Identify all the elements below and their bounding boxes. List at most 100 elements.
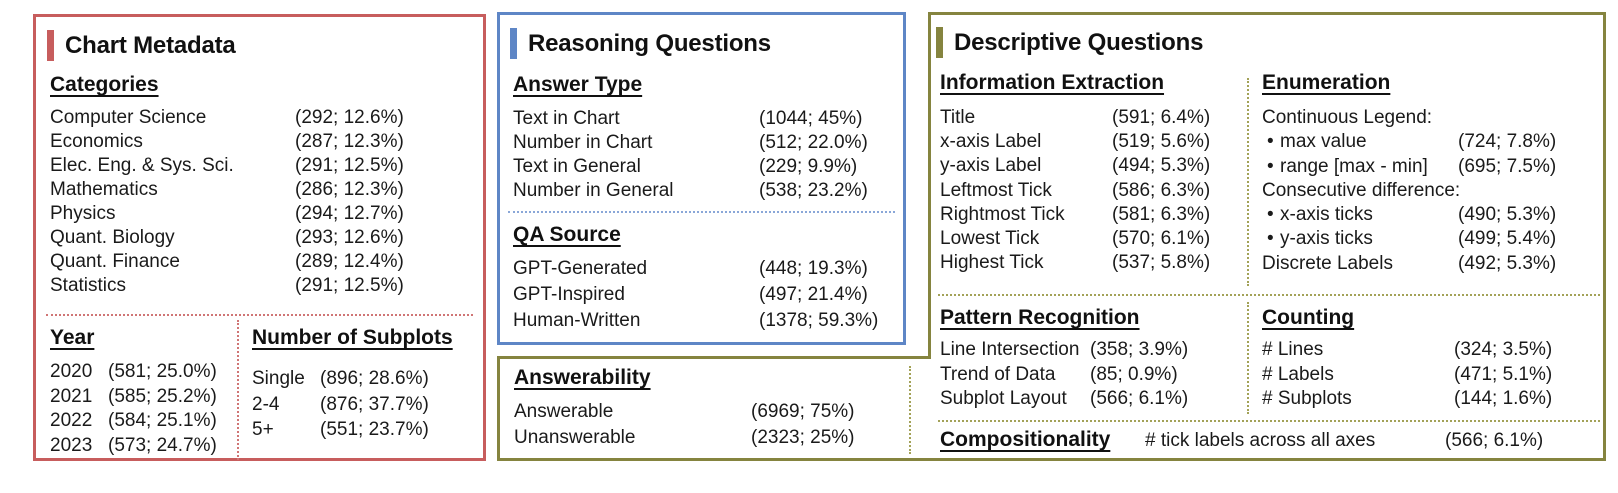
row-value: (586; 6.3%) (1112, 179, 1211, 201)
table-row: y-axis ticks(499; 5.4%) (1262, 227, 1606, 252)
table-row: 2022 (584; 25.1%) (50, 409, 232, 434)
table-row: Text in General (229; 9.9%) (513, 155, 891, 179)
row-value: (286; 12.3%) (295, 179, 404, 200)
row-label: 2-4 (252, 393, 280, 415)
descriptive-title-row: Descriptive Questions (936, 27, 1203, 58)
horizontal-divider (508, 211, 895, 213)
year-table: 2020 (581; 25.0%) 2021 (585; 25.2%) 2022 (5… (50, 360, 232, 458)
vertical-divider (1247, 302, 1249, 414)
table-row: 5+ (551; 23.7%) (252, 417, 477, 443)
table-row: # Lines (324; 3.5%) (1262, 338, 1606, 363)
table-row: Text in Chart (1044; 45%) (513, 107, 891, 131)
row-value: (229; 9.9%) (759, 156, 858, 177)
row-label: Computer Science (50, 107, 207, 128)
panel-title: Reasoning Questions (528, 29, 771, 57)
row-value: (144; 1.6%) (1454, 388, 1553, 409)
section-header-answer-type: Answer Type (513, 73, 643, 96)
row-value: (324; 3.5%) (1454, 339, 1553, 360)
horizontal-divider (46, 314, 473, 316)
pattern-recognition-table: Line Intersection (358; 3.9%) Trend of Da… (940, 338, 1240, 412)
table-row: Leftmost Tick (586; 6.3%) (940, 179, 1235, 203)
row-value: (293; 12.6%) (295, 227, 404, 248)
table-row: Line Intersection (358; 3.9%) (940, 338, 1240, 363)
vertical-divider (1247, 78, 1249, 286)
row-value: (294; 12.7%) (295, 203, 404, 224)
section-header-information-extraction: Information Extraction (940, 71, 1165, 94)
row-label: y-axis ticks (1262, 227, 1458, 252)
row-value: (85; 0.9%) (1090, 363, 1178, 385)
row-value: (291; 12.5%) (295, 155, 404, 176)
table-row: GPT-Generated (448; 19.3%) (513, 256, 891, 282)
row-label: Physics (50, 203, 116, 224)
chart-metadata-panel: Chart Metadata Categories Computer Scien… (33, 14, 486, 461)
row-value: (591; 6.4%) (1112, 107, 1211, 128)
categories-table: Computer Science (292; 12.6%) Economics (2… (50, 106, 475, 298)
row-value: (292; 12.6%) (295, 107, 404, 128)
table-row: Highest Tick (537; 5.8%) (940, 251, 1235, 275)
row-label: Number in General (513, 180, 674, 201)
row-label: Unanswerable (514, 427, 636, 448)
table-row: Number in General (538; 23.2%) (513, 179, 891, 203)
row-value: (471; 5.1%) (1454, 363, 1553, 385)
row-value: (499; 5.4%) (1458, 228, 1557, 250)
row-value: (551; 23.7%) (320, 419, 429, 440)
blue-accent-bar-icon (510, 28, 517, 59)
table-row: Statistics (291; 12.5%) (50, 274, 475, 298)
table-row: Rightmost Tick (581; 6.3%) (940, 203, 1235, 227)
row-value: (570; 6.1%) (1112, 228, 1211, 250)
table-row: Subplot Layout (566; 6.1%) (940, 387, 1240, 412)
table-row: GPT-Inspired (497; 21.4%) (513, 282, 891, 308)
row-label: Lowest Tick (940, 228, 1040, 250)
table-row: x-axis ticks(490; 5.3%) (1262, 203, 1606, 228)
table-row: Elec. Eng. & Sys. Sci. (291; 12.5%) (50, 154, 475, 178)
table-row: Economics (287; 12.3%) (50, 130, 475, 154)
panel-title: Chart Metadata (65, 31, 236, 59)
row-label: 2023 (50, 434, 93, 456)
table-row: Number in Chart (512; 22.0%) (513, 131, 891, 155)
row-label: Quant. Biology (50, 227, 175, 248)
row-label: x-axis ticks (1262, 203, 1458, 228)
table-row: 2020 (581; 25.0%) (50, 360, 232, 385)
section-header-year: Year (50, 326, 95, 349)
counting-table: # Lines (324; 3.5%) # Labels (471; 5.1%) #… (1262, 338, 1606, 412)
row-value: (1378; 59.3%) (759, 310, 879, 331)
row-value: (695; 7.5%) (1458, 155, 1557, 177)
row-label: 2021 (50, 385, 93, 407)
row-value: (519; 5.6%) (1112, 131, 1211, 153)
section-header-subplots: Number of Subplots (252, 326, 453, 349)
table-row: 2-4 (876; 37.7%) (252, 392, 477, 418)
row-label: Economics (50, 131, 143, 152)
table-row: Discrete Labels (492; 5.3%) (1262, 252, 1606, 276)
row-value: (537; 5.8%) (1112, 252, 1211, 274)
row-label: GPT-Generated (513, 258, 648, 279)
row-label: Highest Tick (940, 252, 1044, 274)
row-value: (448; 19.3%) (759, 258, 868, 279)
row-value: (6969; 75%) (751, 401, 855, 422)
row-value: (896; 28.6%) (320, 368, 429, 389)
table-row: x-axis Label (519; 5.6%) (940, 130, 1235, 154)
row-value: (566; 6.1%) (1090, 388, 1189, 409)
row-value: (581; 25.0%) (108, 361, 217, 382)
table-row: # Labels (471; 5.1%) (1262, 363, 1606, 388)
section-header-qa-source: QA Source (513, 223, 621, 246)
row-label: Rightmost Tick (940, 203, 1065, 225)
qa-source-table: GPT-Generated (448; 19.3%) GPT-Inspired (4… (513, 256, 891, 334)
table-row: Trend of Data (85; 0.9%) (940, 363, 1240, 388)
row-label: # Labels (1262, 363, 1334, 385)
row-value: (492; 5.3%) (1458, 252, 1557, 274)
table-row: Answerable (6969; 75%) (514, 399, 898, 425)
row-label: Subplot Layout (940, 388, 1067, 409)
table-row: Computer Science (292; 12.6%) (50, 106, 475, 130)
table-row: Human-Written (1378; 59.3%) (513, 308, 891, 334)
row-label: Title (940, 107, 976, 128)
red-accent-bar-icon (47, 30, 54, 61)
row-label: Number in Chart (513, 132, 653, 153)
section-header-enumeration: Enumeration (1262, 71, 1391, 94)
row-label: Human-Written (513, 310, 641, 331)
row-label: Leftmost Tick (940, 179, 1052, 201)
row-value: (538; 23.2%) (759, 180, 868, 201)
row-label: Text in Chart (513, 108, 620, 129)
panel-title: Descriptive Questions (954, 28, 1204, 56)
table-row: Quant. Biology (293; 12.6%) (50, 226, 475, 250)
